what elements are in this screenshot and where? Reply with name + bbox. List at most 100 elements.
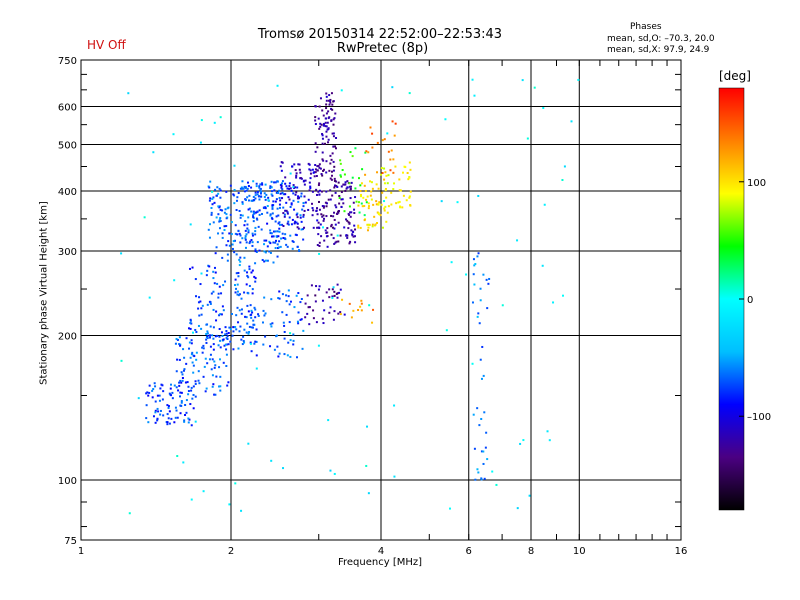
echo-point [218,358,221,361]
echo-point [314,105,317,108]
echo-point [357,224,360,227]
echo-point [334,184,337,187]
echo-point [278,246,281,249]
echo-point [186,381,189,384]
echo-point [283,330,286,333]
echo-point [241,237,244,240]
echo-point [375,203,378,206]
echo-point [311,190,314,193]
echo-point [217,344,220,347]
echo-point [302,213,305,216]
echo-point [183,419,186,422]
echo-point [334,112,337,115]
echo-point [351,233,354,236]
echo-point [189,322,192,325]
echo-point [225,330,228,333]
echo-point [198,296,201,299]
echo-point [219,385,222,388]
echo-point [318,163,321,166]
echo-point [230,233,233,236]
echo-point [246,322,249,325]
echo-point [210,368,213,371]
echo-point [261,258,264,261]
echo-point [248,268,251,271]
echo-point [308,323,311,326]
echo-point [251,269,254,272]
echo-point [329,154,332,157]
y-axis-ticks: 75 100 200 300 400 500 600 750 [58,56,681,547]
echo-point [326,202,329,205]
echo-point [309,169,312,172]
echo-point [360,202,363,205]
echo-point [217,296,220,299]
echo-point [381,172,384,175]
echo-point [402,171,405,174]
echo-point [248,284,251,287]
echo-point [244,229,247,232]
echo-point [281,197,284,200]
echo-point [314,119,317,122]
echo-point [278,297,281,300]
echo-point [209,302,212,305]
echo-point [264,183,267,186]
echo-point [277,235,280,238]
echo-point [577,78,580,81]
echo-point [365,201,368,204]
echo-point [184,404,187,407]
echo-point [343,226,346,229]
echo-point [354,147,357,150]
echo-point [376,171,379,174]
echo-point [236,233,239,236]
echo-point [303,183,306,186]
echo-point [257,314,260,317]
echo-point [176,338,179,341]
echo-point [281,223,284,226]
echo-point [235,287,238,290]
echo-point [263,296,266,299]
echo-point [383,182,386,185]
echo-point [302,201,305,204]
echo-point [376,221,379,224]
echo-point [298,196,301,199]
echo-point [331,288,334,291]
echo-point [319,223,322,226]
echo-point [323,123,326,126]
echo-point [353,212,356,215]
echo-point [255,182,258,185]
echo-point [389,169,392,172]
echo-point [247,229,250,232]
echo-point [386,211,389,214]
echo-point [241,343,244,346]
echo-point [348,222,351,225]
echo-point [292,240,295,243]
echo-point [208,265,211,268]
echo-point [287,289,290,292]
echo-point [275,215,278,218]
echo-point [308,181,311,184]
echo-point [304,302,307,305]
echo-point [227,332,230,335]
echo-point [335,180,338,183]
echo-point [449,507,452,510]
echo-point [294,169,297,172]
echo-point [178,384,181,387]
echo-point [284,233,287,236]
echo-point [220,313,223,316]
echo-point [345,187,348,190]
echo-point [478,424,481,427]
echo-point [159,387,162,390]
echo-point [521,79,524,82]
echo-point [375,200,378,203]
echo-point [377,213,380,216]
echo-point [344,181,347,184]
echo-point [273,189,276,192]
echo-point [317,117,320,120]
echo-point [250,271,253,274]
echo-point [330,225,333,228]
echo-point [339,175,342,178]
echo-point [205,274,208,277]
echo-point [362,196,365,199]
echo-point [363,214,366,217]
echo-point [188,341,191,344]
echo-point [170,383,173,386]
